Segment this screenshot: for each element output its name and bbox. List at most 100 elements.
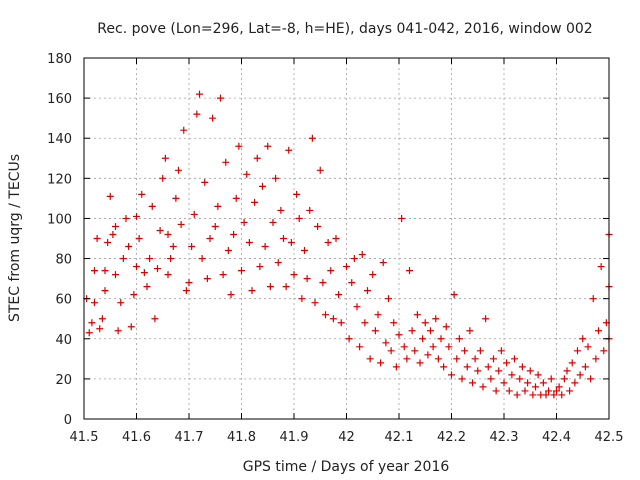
data-point: [245, 239, 253, 247]
data-point: [293, 190, 301, 198]
data-point: [445, 343, 453, 351]
x-tick-label: 42.2: [437, 430, 466, 445]
data-point: [476, 347, 484, 355]
x-tick-label: 42.5: [595, 430, 624, 445]
data-point: [487, 375, 495, 383]
data-point: [125, 243, 133, 251]
data-point: [421, 319, 429, 327]
data-point: [492, 387, 500, 395]
data-point: [455, 335, 463, 343]
data-point: [185, 279, 193, 287]
data-point: [316, 166, 324, 174]
data-point: [584, 343, 592, 351]
data-point: [458, 375, 466, 383]
data-point: [314, 222, 322, 230]
data-point: [450, 291, 458, 299]
data-point: [432, 315, 440, 323]
data-point: [545, 387, 553, 395]
data-point: [353, 303, 361, 311]
data-point: [240, 218, 248, 226]
data-point: [201, 178, 209, 186]
data-point: [322, 311, 329, 319]
data-point: [534, 371, 542, 379]
data-point: [119, 255, 127, 263]
data-point: [112, 271, 119, 279]
data-point: [324, 239, 332, 247]
y-tick-label: 40: [55, 333, 72, 348]
data-point: [484, 363, 492, 371]
x-tick-label: 41.5: [70, 430, 99, 445]
data-point: [198, 255, 206, 263]
data-point: [377, 359, 385, 367]
data-point: [521, 387, 529, 395]
data-point: [214, 202, 222, 210]
data-point: [371, 327, 379, 335]
data-point: [466, 327, 474, 335]
data-point: [106, 192, 114, 200]
data-point: [518, 363, 526, 371]
data-point: [581, 363, 589, 371]
data-point: [587, 375, 595, 383]
data-point: [600, 347, 608, 355]
data-point: [154, 265, 161, 273]
data-point: [295, 214, 303, 222]
data-point: [374, 311, 382, 319]
data-point: [576, 371, 584, 379]
data-point: [272, 174, 280, 182]
data-point: [542, 391, 550, 399]
data-point: [392, 363, 400, 371]
data-point: [490, 355, 497, 363]
y-tick-label: 80: [55, 253, 72, 268]
data-point: [369, 271, 377, 279]
data-point: [217, 94, 224, 102]
data-point: [513, 391, 521, 399]
y-tick-label: 60: [55, 293, 72, 308]
data-point: [206, 235, 214, 242]
data-point: [471, 355, 479, 363]
grid: [84, 58, 609, 419]
chart-title: Rec. pove (Lon=296, Lat=-8, h=HE), days …: [97, 21, 592, 37]
data-point: [230, 230, 238, 238]
data-point: [130, 291, 138, 299]
data-point: [235, 142, 243, 150]
y-tick-labels: 0 20 40 60 80 100 120 140 160 180: [47, 52, 72, 428]
x-tick-label: 41.6: [122, 430, 151, 445]
data-point: [574, 347, 581, 355]
x-tick-label: 42.4: [542, 430, 571, 445]
data-point: [93, 235, 101, 242]
data-point: [88, 319, 96, 327]
data-point: [224, 247, 232, 255]
data-point: [135, 235, 143, 242]
data-point: [112, 222, 119, 230]
data-point: [413, 311, 421, 319]
data-point: [589, 295, 597, 303]
data-point: [337, 319, 345, 327]
x-tick-label: 42: [338, 430, 355, 445]
data-point: [364, 287, 371, 295]
data-point: [547, 375, 555, 383]
data-point: [358, 251, 366, 259]
data-point: [285, 146, 293, 154]
data-point: [193, 110, 201, 118]
data-point: [461, 347, 469, 355]
data-point: [161, 154, 169, 162]
data-point: [366, 355, 374, 363]
x-tick-label: 41.9: [280, 430, 309, 445]
data-point: [469, 379, 476, 387]
data-point: [203, 275, 211, 283]
data-point: [568, 359, 576, 367]
data-point: [495, 367, 503, 375]
y-tick-label: 120: [47, 172, 72, 187]
data-point: [595, 327, 602, 335]
x-tick-label: 42.1: [385, 430, 414, 445]
data-point: [400, 343, 408, 351]
data-point: [411, 347, 419, 355]
data-point: [172, 194, 180, 202]
data-point: [524, 379, 532, 387]
data-point: [177, 220, 185, 228]
data-point: [282, 283, 290, 291]
data-point: [563, 367, 571, 375]
data-point: [209, 114, 217, 122]
data-point: [122, 214, 130, 222]
